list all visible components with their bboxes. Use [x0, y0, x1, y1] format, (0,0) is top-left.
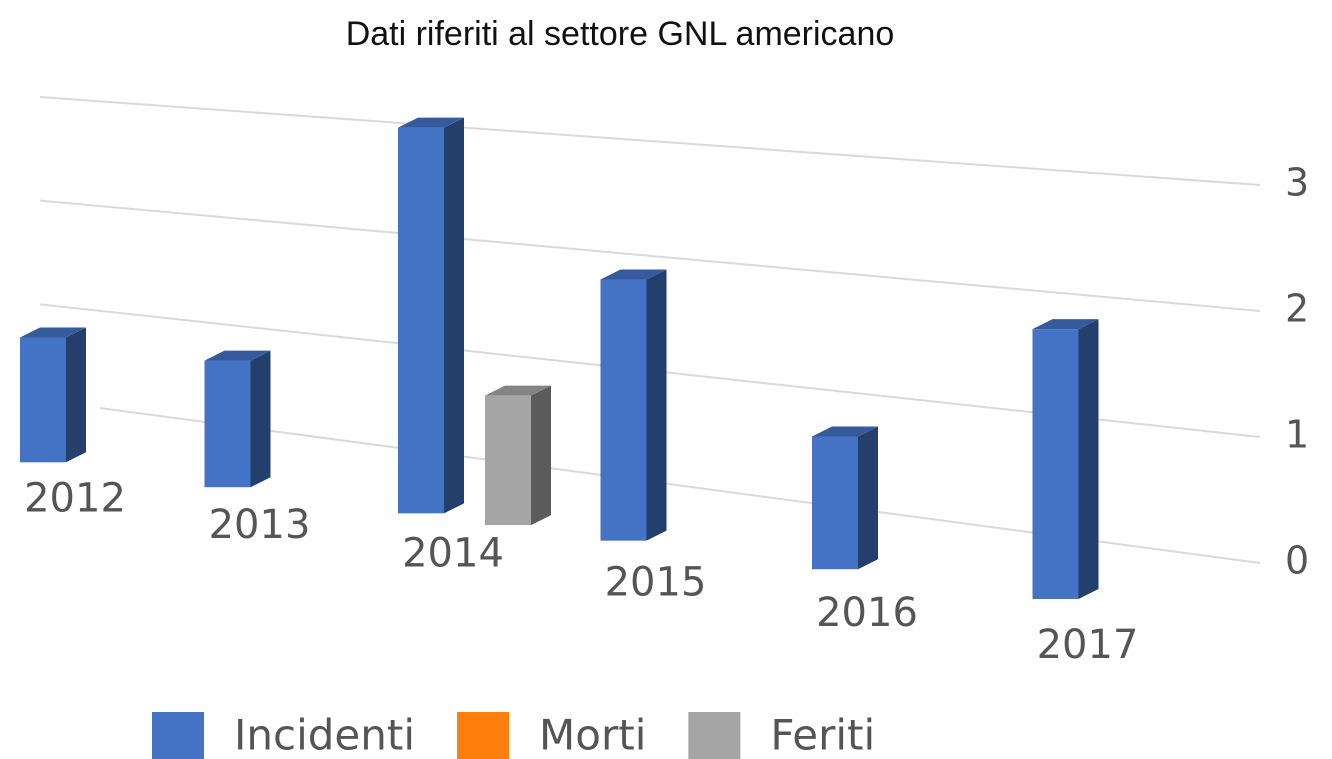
- grid-line: [39, 199, 1261, 312]
- bar-top: [600, 269, 667, 280]
- bar-side: [1078, 319, 1099, 599]
- bar-side: [250, 350, 271, 488]
- x-tick-label: 2013: [209, 502, 311, 548]
- bar-top: [1032, 319, 1099, 330]
- bar-top: [204, 350, 271, 361]
- bar: [485, 395, 531, 526]
- bar-top: [485, 385, 551, 396]
- bar-side: [646, 269, 667, 541]
- bar-side: [858, 426, 878, 570]
- bar: [398, 127, 444, 514]
- bar: [1032, 329, 1079, 599]
- bar-side: [444, 117, 464, 514]
- bar-side: [66, 327, 86, 463]
- x-tick-label: 2015: [605, 560, 707, 606]
- y-tick-label: 0: [1285, 539, 1309, 583]
- y-tick-label: 3: [1285, 161, 1309, 205]
- grid-line: [39, 96, 1261, 186]
- bar: [812, 436, 858, 570]
- legend-label: Feriti: [770, 711, 875, 759]
- x-tick-label: 2016: [816, 590, 918, 636]
- legend-swatch: [152, 712, 204, 759]
- chart-title: Dati riferiti al settore GNL americano: [346, 15, 895, 53]
- y-tick-label: 2: [1285, 287, 1309, 331]
- x-tick-label: 2017: [1037, 622, 1139, 668]
- x-tick-label: 2014: [402, 530, 504, 576]
- bar: [20, 337, 66, 463]
- legend-swatch: [688, 712, 741, 759]
- legend-label: Morti: [539, 711, 646, 759]
- legend-swatch: [457, 712, 510, 759]
- x-tick-label: 2012: [24, 475, 126, 521]
- y-tick-label: 1: [1285, 413, 1309, 457]
- bar-top: [398, 117, 464, 128]
- bar: [600, 279, 647, 541]
- bar: [204, 360, 251, 488]
- bar-top: [20, 327, 86, 338]
- bar-top: [812, 426, 878, 437]
- legend-label: Incidenti: [234, 711, 415, 759]
- bar-side: [531, 385, 551, 526]
